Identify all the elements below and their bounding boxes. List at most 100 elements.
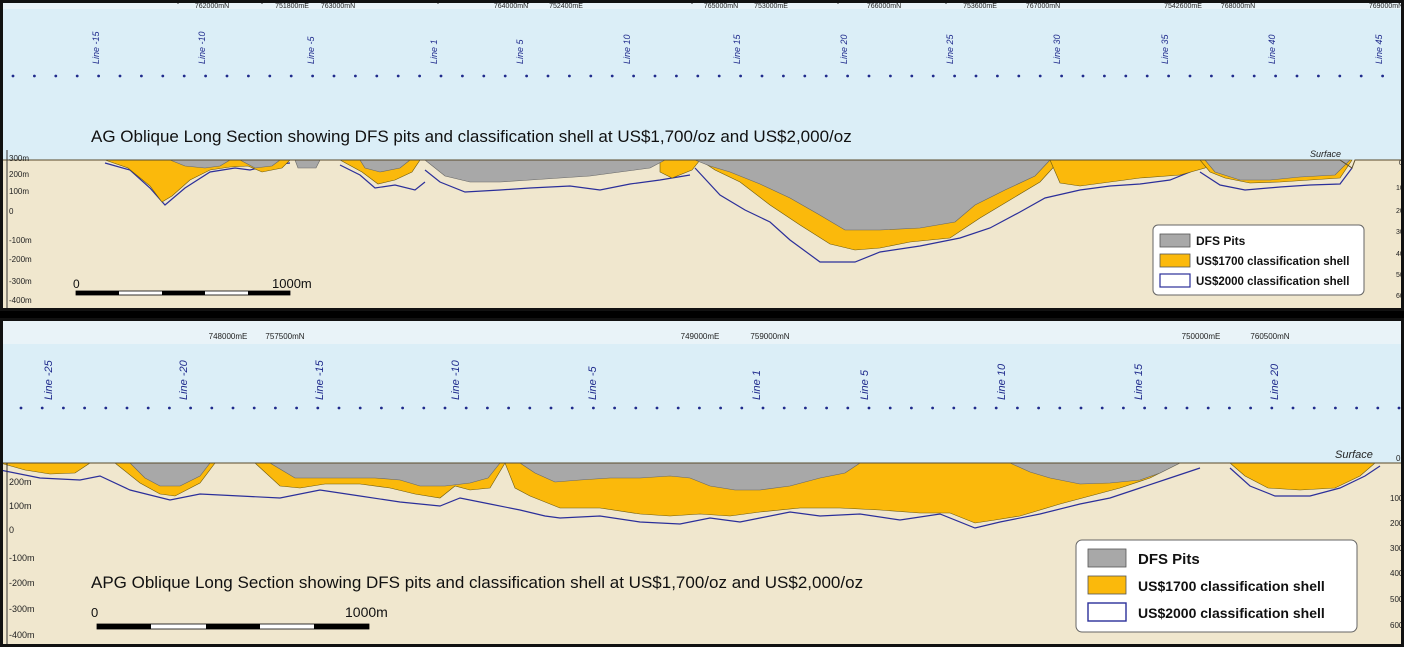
section-dot — [1397, 406, 1401, 410]
section-dot — [803, 74, 807, 78]
right-elevation-axis: 0 100 200 300 400 500 600 — [1390, 454, 1404, 630]
legend-swatch-dfs-pits — [1159, 233, 1191, 248]
coord-label: 751800mE — [275, 3, 309, 10]
section-dot — [910, 406, 913, 410]
coord-label: 769000mN — [1369, 3, 1403, 10]
section-dot — [696, 74, 700, 78]
section-dot — [1206, 406, 1210, 410]
section-dot — [634, 406, 638, 410]
section-dot — [247, 74, 250, 78]
section-dot — [1317, 74, 1320, 78]
section-dot — [1081, 74, 1085, 78]
section-dot — [953, 74, 956, 78]
elevation-label: 0 — [9, 525, 14, 535]
section-title: APG Oblique Long Section showing DFS pit… — [91, 573, 863, 592]
coord-label: 748000mE — [209, 332, 248, 341]
coord-label: 763000mN — [321, 3, 355, 10]
section-dot — [503, 74, 507, 78]
section-dot — [1103, 74, 1106, 78]
section-dot — [931, 74, 935, 78]
section-line-label: Line 10 — [996, 363, 1008, 400]
coord-label: 749000mE — [681, 332, 720, 341]
section-dot — [1249, 406, 1252, 410]
section-dot — [931, 406, 934, 410]
section-dot — [761, 406, 765, 410]
section-dot — [182, 74, 186, 78]
section-dot — [418, 74, 421, 78]
section-dot — [804, 406, 807, 410]
section-dot — [1291, 406, 1295, 410]
section-dot — [525, 74, 528, 78]
elevation-label: 100 — [1396, 185, 1404, 192]
section-dot — [1016, 406, 1019, 410]
section-dot — [1060, 74, 1063, 78]
section-dot — [760, 74, 764, 78]
section-dot — [676, 406, 680, 410]
section-dot — [332, 74, 336, 78]
section-dot — [1355, 406, 1358, 410]
section-dot — [1164, 406, 1168, 410]
section-dot — [464, 406, 468, 410]
coord-label: 753000mE — [754, 3, 788, 10]
left-elevation-axis: 300m 200m 100m 0 -100m -200m -300m -400m — [6, 150, 32, 311]
section-dot — [189, 406, 193, 410]
section-dot — [40, 406, 44, 410]
section-dot — [104, 406, 108, 410]
legend: DFS Pits US$1700 classification shell US… — [1152, 224, 1365, 296]
section-dot — [1312, 406, 1316, 410]
section-dot — [289, 74, 293, 78]
section-dot — [1122, 406, 1125, 410]
section-dot — [739, 74, 742, 78]
legend-swatch-us2000 — [1087, 602, 1127, 622]
coord-label: 767000mN — [1026, 3, 1060, 10]
elevation-label: 0 — [9, 207, 14, 216]
elevation-label: 500 — [1396, 272, 1404, 279]
section-dot — [401, 406, 404, 410]
section-line-labels: Line -15 Line -10 Line -5 Line 1 Line 5 … — [91, 30, 1384, 64]
section-dot — [439, 74, 443, 78]
elevation-label: 100m — [9, 187, 29, 196]
section-dot — [1145, 74, 1149, 78]
scale-end-label: 1000m — [345, 604, 388, 620]
section-line-label: Line -20 — [178, 359, 190, 400]
section-dot — [655, 406, 659, 410]
apg-section-figure: 748000mE 757500mN 749000mE 759000mN 7500… — [0, 318, 1404, 647]
section-dot — [311, 74, 314, 78]
elevation-label: -300m — [9, 277, 32, 286]
section-line-labels: Line -25 Line -20 Line -15 Line -10 Line… — [43, 359, 1281, 400]
coord-label: 7542600mE — [1164, 3, 1202, 10]
coord-label: 762000mN — [195, 3, 229, 10]
section-dot — [168, 406, 171, 410]
legend-label: US$1700 classification shell — [1138, 578, 1325, 594]
scale-start-label: 0 — [73, 277, 80, 291]
section-dot — [782, 74, 785, 78]
section-dot — [125, 406, 129, 410]
section-dot — [952, 406, 956, 410]
ag-long-section-panel: 762000mN 751800mE 763000mN 764000mN 7524… — [0, 0, 1404, 311]
surface-label: Surface — [1335, 449, 1373, 461]
legend-label: US$2000 classification shell — [1196, 276, 1349, 288]
section-dot — [889, 74, 892, 78]
legend-label: DFS Pits — [1196, 234, 1246, 248]
section-line-label: Line -15 — [91, 30, 101, 64]
section-dot — [825, 406, 828, 410]
coord-label: 765000mN — [704, 3, 738, 10]
elevation-label: -400m — [9, 296, 32, 305]
section-dot — [719, 406, 722, 410]
section-dot — [675, 74, 678, 78]
section-dot — [1167, 74, 1170, 78]
section-dot — [1124, 74, 1128, 78]
section-dot — [19, 406, 23, 410]
section-dot — [1231, 74, 1235, 78]
section-dot — [1038, 74, 1042, 78]
section-dot — [507, 406, 510, 410]
elevation-label: 200m — [9, 477, 32, 487]
section-dot — [994, 406, 998, 410]
coord-label: 764000mN — [494, 3, 528, 10]
elevation-label: 300m — [9, 154, 29, 163]
section-dot — [846, 406, 850, 410]
ag-section-figure: 762000mN 751800mE 763000mN 764000mN 7524… — [0, 0, 1404, 311]
section-line-label: Line -5 — [587, 365, 599, 400]
section-dot — [231, 406, 235, 410]
section-line-label: Line 30 — [1052, 34, 1062, 64]
